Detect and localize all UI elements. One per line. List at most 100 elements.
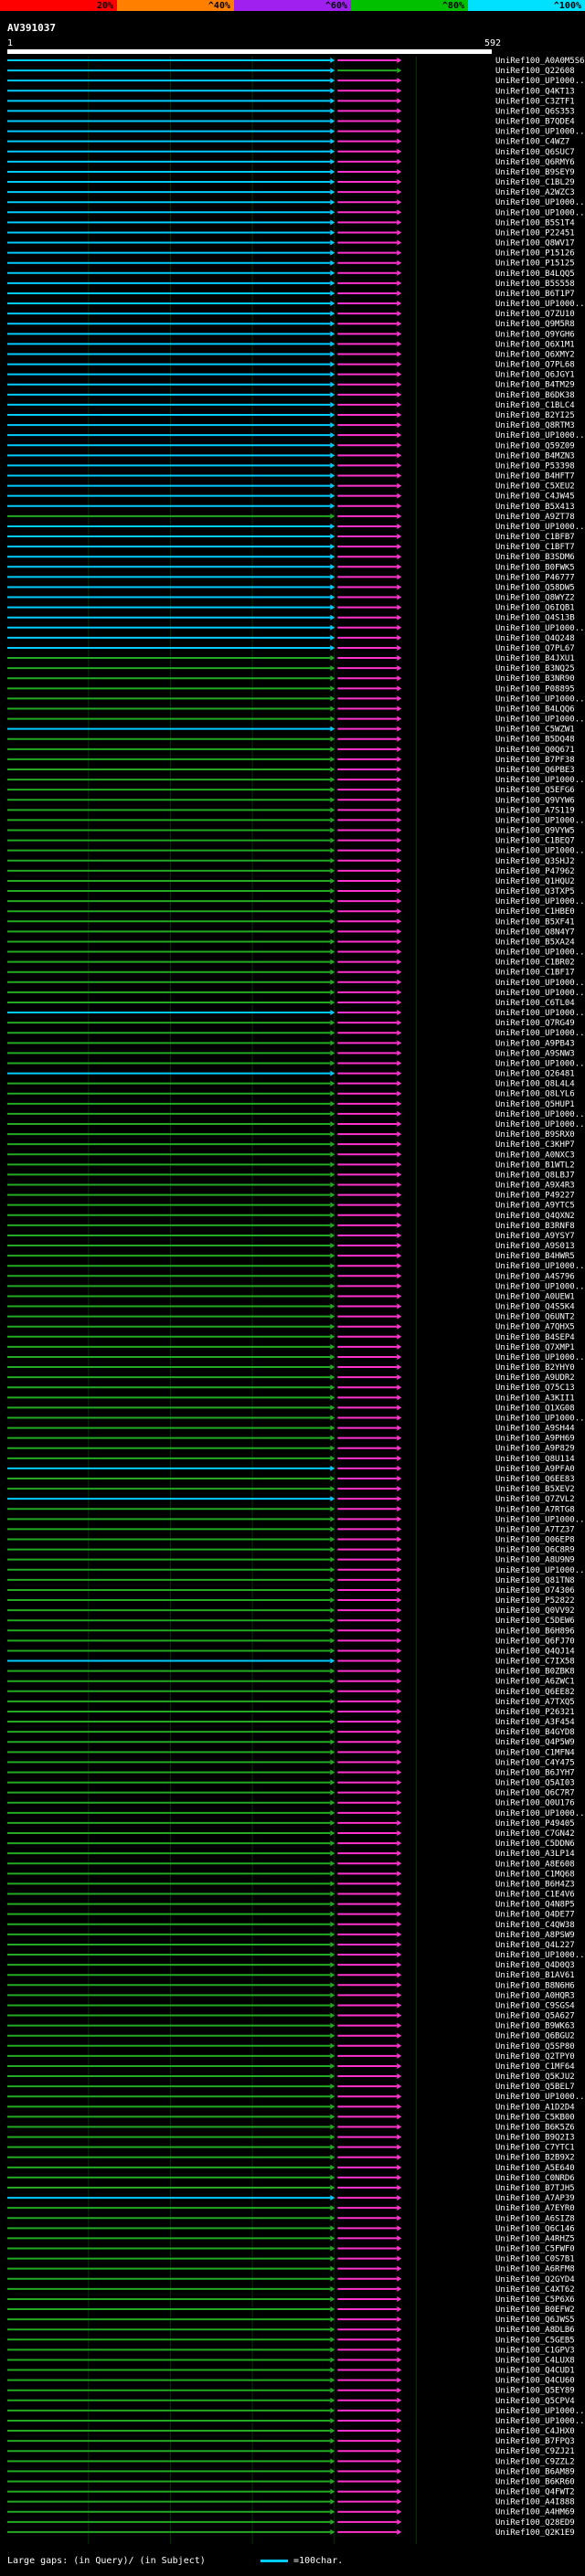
hit-row[interactable]: UniRef100_C5XEU2 (7, 482, 575, 492)
hit-row[interactable]: UniRef100_P47962 (7, 867, 575, 876)
hit-row[interactable]: UniRef100_Q6C146 (7, 2224, 575, 2233)
hit-label[interactable]: UniRef100_Q4FWT2 (495, 2488, 575, 2497)
hit-row[interactable]: UniRef100_Q4QJ14 (7, 1647, 575, 1656)
hit-label[interactable]: UniRef100_B6K5Z6 (495, 2123, 575, 2132)
hit-label[interactable]: UniRef100_B5XA24 (495, 938, 575, 947)
hit-label[interactable]: UniRef100_UP1000... (495, 1951, 585, 1960)
hit-row[interactable]: UniRef100_Q81TN8 (7, 1576, 575, 1585)
hit-row[interactable]: UniRef100_UP1000... (7, 1566, 585, 1575)
hit-row[interactable]: UniRef100_A7EYR0 (7, 2204, 575, 2213)
hit-row[interactable]: UniRef100_Q6X1M1 (7, 340, 575, 349)
hit-row[interactable]: UniRef100_A2WZC3 (7, 188, 575, 197)
hit-label[interactable]: UniRef100_C4Y475 (495, 1758, 575, 1767)
hit-row[interactable]: UniRef100_Q1XG08 (7, 1404, 575, 1413)
hit-label[interactable]: UniRef100_C5XEU2 (495, 482, 575, 492)
hit-row[interactable]: UniRef100_Q1HQU2 (7, 877, 575, 886)
hit-row[interactable]: UniRef100_B3RNF8 (7, 1222, 575, 1231)
hit-row[interactable]: UniRef100_Q4KT13 (7, 87, 575, 96)
hit-label[interactable]: UniRef100_Q7XMP1 (495, 1343, 575, 1352)
hit-label[interactable]: UniRef100_A7QHX5 (495, 1323, 575, 1332)
hit-label[interactable]: UniRef100_A9YSY7 (495, 1232, 575, 1241)
hit-label[interactable]: UniRef100_A9P829 (495, 1445, 575, 1454)
hit-row[interactable]: UniRef100_C3ZTF1 (7, 97, 575, 106)
hit-label[interactable]: UniRef100_B4LQQ5 (495, 270, 575, 279)
hit-row[interactable]: UniRef100_B1AV61 (7, 1971, 575, 1980)
hit-label[interactable]: UniRef100_B4SEP4 (495, 1333, 575, 1342)
hit-row[interactable]: UniRef100_A9YTC5 (7, 1202, 575, 1211)
hit-row[interactable]: UniRef100_UP1000... (7, 949, 585, 958)
hit-row[interactable]: UniRef100_Q6FJ70 (7, 1637, 575, 1646)
hit-label[interactable]: UniRef100_Q6S353 (495, 107, 575, 116)
hit-row[interactable]: UniRef100_Q5SP80 (7, 2042, 575, 2051)
hit-row[interactable]: UniRef100_P52822 (7, 1596, 575, 1606)
hit-label[interactable]: UniRef100_P52822 (495, 1596, 575, 1606)
hit-row[interactable]: UniRef100_B9Q2I3 (7, 2134, 575, 2143)
hit-label[interactable]: UniRef100_Q9YGH6 (495, 330, 575, 339)
hit-label[interactable]: UniRef100_Q4L227 (495, 1941, 575, 1950)
hit-row[interactable]: UniRef100_Q8LBJ7 (7, 1171, 575, 1180)
hit-row[interactable]: UniRef100_UP1000... (7, 847, 585, 856)
hit-row[interactable]: UniRef100_Q8WYZ2 (7, 594, 575, 603)
hit-label[interactable]: UniRef100_C1MFN4 (495, 1748, 575, 1757)
hit-label[interactable]: UniRef100_Q2GYD4 (495, 2275, 575, 2284)
hit-row[interactable]: UniRef100_A5E640 (7, 2164, 575, 2173)
hit-label[interactable]: UniRef100_A4S796 (495, 1272, 575, 1281)
hit-row[interactable]: UniRef100_B2B9X2 (7, 2154, 575, 2163)
hit-label[interactable]: UniRef100_Q6XMY2 (495, 350, 575, 359)
hit-row[interactable]: UniRef100_Q8LYL6 (7, 1090, 575, 1099)
hit-row[interactable]: UniRef100_Q6JWS5 (7, 2316, 575, 2325)
hit-label[interactable]: UniRef100_UP1000... (495, 1566, 585, 1575)
hit-row[interactable]: UniRef100_B4LQQ6 (7, 705, 575, 714)
hit-label[interactable]: UniRef100_B2B9X2 (495, 2154, 575, 2163)
hit-label[interactable]: UniRef100_P15125 (495, 260, 575, 269)
hit-row[interactable]: UniRef100_C5DDN6 (7, 1839, 575, 1849)
hit-label[interactable]: UniRef100_Q4Q248 (495, 634, 575, 643)
hit-label[interactable]: UniRef100_Q4QJ14 (495, 1647, 575, 1656)
hit-row[interactable]: UniRef100_A9YSY7 (7, 1232, 575, 1241)
hit-label[interactable]: UniRef100_UP1000... (495, 1353, 585, 1362)
hit-row[interactable]: UniRef100_Q5HUP1 (7, 1100, 575, 1109)
hit-label[interactable]: UniRef100_Q81TN8 (495, 1576, 575, 1585)
hit-label[interactable]: UniRef100_UP1000... (495, 198, 585, 207)
hit-row[interactable]: UniRef100_Q5AI03 (7, 1779, 575, 1788)
hit-row[interactable]: UniRef100_B5XF41 (7, 917, 575, 927)
hit-row[interactable]: UniRef100_C1BFB7 (7, 533, 575, 542)
hit-label[interactable]: UniRef100_A7EYR0 (495, 2204, 575, 2213)
hit-row[interactable]: UniRef100_C9ZJ21 (7, 2447, 575, 2456)
hit-label[interactable]: UniRef100_Q1HQU2 (495, 877, 575, 886)
hit-label[interactable]: UniRef100_Q5A627 (495, 2012, 575, 2021)
hit-row[interactable]: UniRef100_UP1000... (7, 1951, 585, 1960)
hit-row[interactable]: UniRef100_A9UDR2 (7, 1373, 575, 1383)
hit-row[interactable]: UniRef100_P49227 (7, 1192, 575, 1201)
hit-label[interactable]: UniRef100_B0FWK5 (495, 563, 575, 572)
hit-label[interactable]: UniRef100_C1BFT7 (495, 543, 575, 552)
hit-label[interactable]: UniRef100_Q4DE77 (495, 1911, 575, 1920)
hit-label[interactable]: UniRef100_UP1000... (495, 624, 585, 633)
hit-label[interactable]: UniRef100_B0ZBK8 (495, 1668, 575, 1677)
hit-label[interactable]: UniRef100_Q3TXP5 (495, 887, 575, 896)
hit-label[interactable]: UniRef100_A9PFA0 (495, 1465, 575, 1474)
hit-label[interactable]: UniRef100_B4GYD8 (495, 1728, 575, 1737)
hit-label[interactable]: UniRef100_Q6SUC7 (495, 148, 575, 157)
hit-row[interactable]: UniRef100_C3KHP7 (7, 1140, 575, 1150)
hit-label[interactable]: UniRef100_UP1000... (495, 2417, 585, 2426)
hit-row[interactable]: UniRef100_B5XEV2 (7, 1485, 575, 1494)
hit-label[interactable]: UniRef100_UP1000... (495, 431, 585, 440)
hit-label[interactable]: UniRef100_B4MZN3 (495, 451, 575, 461)
hit-row[interactable]: UniRef100_B1WTL2 (7, 1161, 575, 1170)
hit-label[interactable]: UniRef100_B7TJH5 (495, 2184, 575, 2193)
hit-label[interactable]: UniRef100_P26321 (495, 1708, 575, 1717)
hit-row[interactable]: UniRef100_Q6C8R9 (7, 1546, 575, 1555)
hit-label[interactable]: UniRef100_UP1000... (495, 300, 585, 309)
hit-label[interactable]: UniRef100_Q8LBJ7 (495, 1171, 575, 1180)
hit-label[interactable]: UniRef100_C5P6X6 (495, 2295, 575, 2305)
hit-row[interactable]: UniRef100_Q5KJU2 (7, 2072, 575, 2082)
hit-label[interactable]: UniRef100_Q6C8R9 (495, 1546, 575, 1555)
hit-row[interactable]: UniRef100_Q7PL67 (7, 644, 575, 653)
hit-row[interactable]: UniRef100_Q0U176 (7, 1799, 575, 1808)
hit-row[interactable]: UniRef100_Q6UNT2 (7, 1313, 575, 1322)
hit-label[interactable]: UniRef100_B6H896 (495, 1627, 575, 1636)
hit-row[interactable]: UniRef100_A6ZWC1 (7, 1678, 575, 1687)
hit-row[interactable]: UniRef100_Q8RTM3 (7, 421, 575, 430)
hit-label[interactable]: UniRef100_UP1000... (495, 979, 585, 988)
